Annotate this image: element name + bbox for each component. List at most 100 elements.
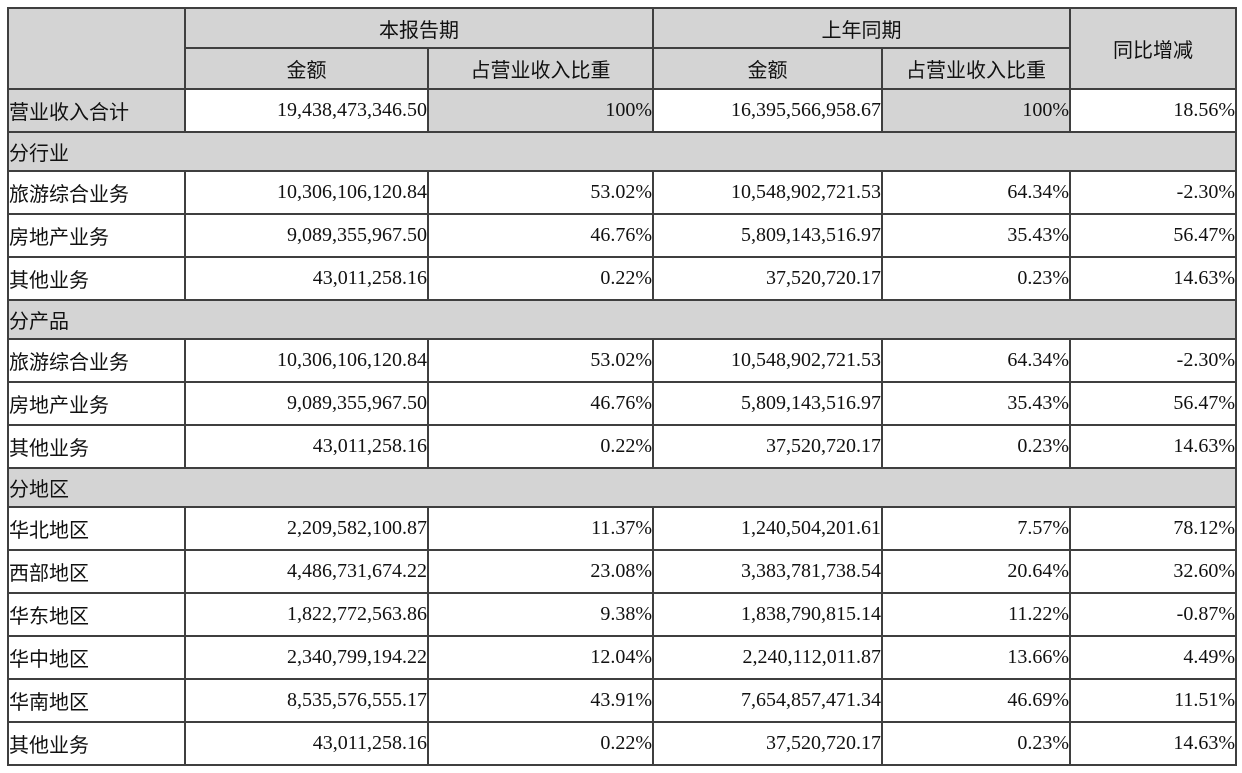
ratio-cell-prior: 64.34% xyxy=(881,338,1071,383)
amount-cell-current: 1,822,772,563.86 xyxy=(184,592,429,637)
amount-cell-prior: 10,548,902,721.53 xyxy=(652,170,883,215)
ratio-cell-prior: 0.23% xyxy=(881,721,1071,766)
table-row: 华北地区 2,209,582,100.87 11.37% 1,240,504,201.… xyxy=(7,506,1237,551)
amount-cell-prior: 1,838,790,815.14 xyxy=(652,592,883,637)
row-label-cell: 营业收入合计 xyxy=(7,88,186,133)
ratio-cell-current: 9.38% xyxy=(427,592,654,637)
yoy-cell: 56.47% xyxy=(1069,213,1237,258)
ratio-cell-prior: 46.69% xyxy=(881,678,1071,723)
table-row: 华中地区 2,340,799,194.22 12.04% 2,240,112,011.… xyxy=(7,635,1237,680)
row-label-cell: 华北地区 xyxy=(7,506,186,551)
amount-cell-current: 8,535,576,555.17 xyxy=(184,678,429,723)
ratio-cell-prior: 20.64% xyxy=(881,549,1071,594)
amount-cell-current: 4,486,731,674.22 xyxy=(184,549,429,594)
amount-cell-prior: 10,548,902,721.53 xyxy=(652,338,883,383)
ratio-cell-current: 46.76% xyxy=(427,381,654,426)
amount-cell-prior: 16,395,566,958.67 xyxy=(652,88,883,133)
amount-cell-prior: 37,520,720.17 xyxy=(652,424,883,469)
section-row: 分行业 xyxy=(7,131,1237,172)
ratio-cell-current: 0.22% xyxy=(427,256,654,301)
amount-cell-prior: 5,809,143,516.97 xyxy=(652,213,883,258)
ratio-cell-current: 46.76% xyxy=(427,213,654,258)
table-row: 其他业务 43,011,258.16 0.22% 37,520,720.17 0.23%… xyxy=(7,721,1237,766)
row-label-cell: 房地产业务 xyxy=(7,213,186,258)
yoy-header: 同比增减 xyxy=(1069,7,1237,90)
ratio-cell-current: 12.04% xyxy=(427,635,654,680)
yoy-cell: 32.60% xyxy=(1069,549,1237,594)
ratio-cell-current: 43.91% xyxy=(427,678,654,723)
section-label-cell: 分行业 xyxy=(7,131,1237,172)
amount-cell-current: 43,011,258.16 xyxy=(184,256,429,301)
row-label-cell: 华中地区 xyxy=(7,635,186,680)
row-label-cell: 房地产业务 xyxy=(7,381,186,426)
row-label-cell: 华南地区 xyxy=(7,678,186,723)
yoy-cell: -2.30% xyxy=(1069,338,1237,383)
ratio-subheader-prior: 占营业收入比重 xyxy=(881,47,1071,90)
yoy-cell: -2.30% xyxy=(1069,170,1237,215)
ratio-cell-prior: 64.34% xyxy=(881,170,1071,215)
amount-cell-prior: 1,240,504,201.61 xyxy=(652,506,883,551)
yoy-cell: 14.63% xyxy=(1069,256,1237,301)
row-label-cell: 其他业务 xyxy=(7,721,186,766)
amount-subheader-prior: 金额 xyxy=(652,47,883,90)
row-label-cell: 其他业务 xyxy=(7,424,186,469)
yoy-cell: 56.47% xyxy=(1069,381,1237,426)
ratio-cell-current: 100% xyxy=(427,88,654,133)
yoy-cell: 18.56% xyxy=(1069,88,1237,133)
ratio-cell-current: 11.37% xyxy=(427,506,654,551)
table-row: 华东地区 1,822,772,563.86 9.38% 1,838,790,815.1… xyxy=(7,592,1237,637)
ratio-cell-prior: 0.23% xyxy=(881,256,1071,301)
current-period-header: 本报告期 xyxy=(184,7,654,49)
table-row: 旅游综合业务 10,306,106,120.84 53.02% 10,548,902,… xyxy=(7,170,1237,215)
row-label-cell: 旅游综合业务 xyxy=(7,338,186,383)
ratio-cell-current: 23.08% xyxy=(427,549,654,594)
table-row: 房地产业务 9,089,355,967.50 46.76% 5,809,143,516… xyxy=(7,213,1237,258)
table-row: 房地产业务 9,089,355,967.50 46.76% 5,809,143,516… xyxy=(7,381,1237,426)
table-row: 其他业务 43,011,258.16 0.22% 37,520,720.17 0.23%… xyxy=(7,424,1237,469)
ratio-cell-current: 53.02% xyxy=(427,170,654,215)
ratio-cell-current: 0.22% xyxy=(427,721,654,766)
amount-cell-prior: 37,520,720.17 xyxy=(652,256,883,301)
amount-cell-current: 9,089,355,967.50 xyxy=(184,213,429,258)
section-label-cell: 分地区 xyxy=(7,467,1237,508)
amount-cell-prior: 3,383,781,738.54 xyxy=(652,549,883,594)
row-label-cell: 华东地区 xyxy=(7,592,186,637)
ratio-cell-prior: 35.43% xyxy=(881,381,1071,426)
amount-cell-current: 2,209,582,100.87 xyxy=(184,506,429,551)
section-row: 分地区 xyxy=(7,467,1237,508)
table-row: 旅游综合业务 10,306,106,120.84 53.02% 10,548,902,… xyxy=(7,338,1237,383)
ratio-cell-prior: 13.66% xyxy=(881,635,1071,680)
header-row-groups: 本报告期 上年同期 同比增减 xyxy=(7,7,1237,90)
yoy-cell: 11.51% xyxy=(1069,678,1237,723)
revenue-breakdown-table: 本报告期 上年同期 同比增减 金额 占营业收入比重 金额 占营业收入比重 营业收… xyxy=(7,7,1237,766)
table-row: 华南地区 8,535,576,555.17 43.91% 7,654,857,471.… xyxy=(7,678,1237,723)
header-row-subheaders: 金额 占营业收入比重 金额 占营业收入比重 xyxy=(8,47,1236,90)
amount-cell-current: 2,340,799,194.22 xyxy=(184,635,429,680)
yoy-cell: 4.49% xyxy=(1069,635,1237,680)
ratio-cell-prior: 100% xyxy=(881,88,1071,133)
row-label-cell: 旅游综合业务 xyxy=(7,170,186,215)
ratio-cell-prior: 0.23% xyxy=(881,424,1071,469)
ratio-cell-prior: 35.43% xyxy=(881,213,1071,258)
yoy-cell: 14.63% xyxy=(1069,721,1237,766)
section-label-cell: 分产品 xyxy=(7,299,1237,340)
corner-cell xyxy=(7,7,186,90)
amount-cell-current: 43,011,258.16 xyxy=(184,424,429,469)
row-label-cell: 西部地区 xyxy=(7,549,186,594)
prior-period-header: 上年同期 xyxy=(652,7,1071,49)
amount-cell-prior: 5,809,143,516.97 xyxy=(652,381,883,426)
amount-cell-current: 19,438,473,346.50 xyxy=(184,88,429,133)
amount-cell-prior: 2,240,112,011.87 xyxy=(652,635,883,680)
yoy-cell: 14.63% xyxy=(1069,424,1237,469)
table-row: 营业收入合计 19,438,473,346.50 100% 16,395,566,95… xyxy=(7,88,1237,133)
section-row: 分产品 xyxy=(7,299,1237,340)
ratio-cell-prior: 7.57% xyxy=(881,506,1071,551)
table-body: 营业收入合计 19,438,473,346.50 100% 16,395,566,95… xyxy=(7,88,1237,766)
ratio-subheader-current: 占营业收入比重 xyxy=(427,47,654,90)
yoy-cell: -0.87% xyxy=(1069,592,1237,637)
amount-cell-current: 10,306,106,120.84 xyxy=(184,170,429,215)
amount-subheader-current: 金额 xyxy=(184,47,429,90)
ratio-cell-prior: 11.22% xyxy=(881,592,1071,637)
amount-cell-prior: 7,654,857,471.34 xyxy=(652,678,883,723)
